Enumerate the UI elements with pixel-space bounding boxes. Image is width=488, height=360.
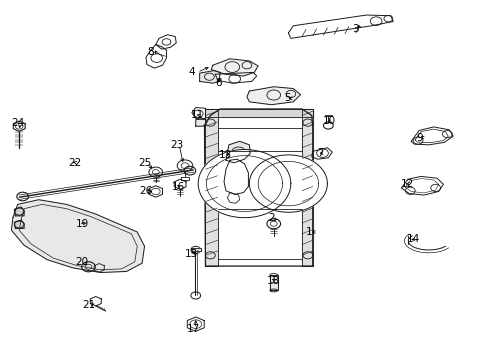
Text: 11: 11 xyxy=(190,111,203,121)
Text: 8: 8 xyxy=(147,46,153,57)
Polygon shape xyxy=(224,159,248,194)
Text: 18: 18 xyxy=(266,276,279,286)
Text: 22: 22 xyxy=(68,158,81,168)
Polygon shape xyxy=(204,109,312,266)
Polygon shape xyxy=(14,220,24,228)
Text: 16: 16 xyxy=(171,182,184,192)
Text: 24: 24 xyxy=(11,118,24,128)
Polygon shape xyxy=(302,109,312,266)
Polygon shape xyxy=(199,71,220,83)
Text: 7: 7 xyxy=(316,148,323,158)
Text: 19: 19 xyxy=(76,219,89,229)
Text: 25: 25 xyxy=(138,158,151,168)
Polygon shape xyxy=(249,155,327,212)
Polygon shape xyxy=(14,207,24,216)
Text: 21: 21 xyxy=(82,300,96,310)
Polygon shape xyxy=(205,109,217,266)
Text: 20: 20 xyxy=(75,257,88,267)
Text: 17: 17 xyxy=(186,324,200,334)
Polygon shape xyxy=(269,275,277,291)
Polygon shape xyxy=(211,59,258,76)
Text: 26: 26 xyxy=(140,186,153,197)
Polygon shape xyxy=(198,149,290,218)
Ellipse shape xyxy=(269,289,277,292)
Text: 10: 10 xyxy=(322,116,335,126)
Polygon shape xyxy=(195,118,206,126)
Text: 6: 6 xyxy=(215,78,222,88)
Polygon shape xyxy=(190,248,200,251)
Text: 1: 1 xyxy=(305,227,311,237)
Text: 9: 9 xyxy=(415,133,422,143)
Polygon shape xyxy=(205,109,312,117)
Polygon shape xyxy=(225,141,250,163)
Text: 4: 4 xyxy=(188,67,195,77)
Text: 13: 13 xyxy=(219,150,232,160)
Text: 2: 2 xyxy=(267,213,274,222)
Polygon shape xyxy=(11,200,144,273)
Text: 5: 5 xyxy=(284,93,290,103)
Polygon shape xyxy=(246,87,300,105)
Text: 12: 12 xyxy=(400,179,413,189)
Text: 23: 23 xyxy=(170,140,183,150)
Text: 14: 14 xyxy=(406,234,419,244)
Text: 3: 3 xyxy=(351,24,358,35)
Text: 15: 15 xyxy=(184,248,198,258)
